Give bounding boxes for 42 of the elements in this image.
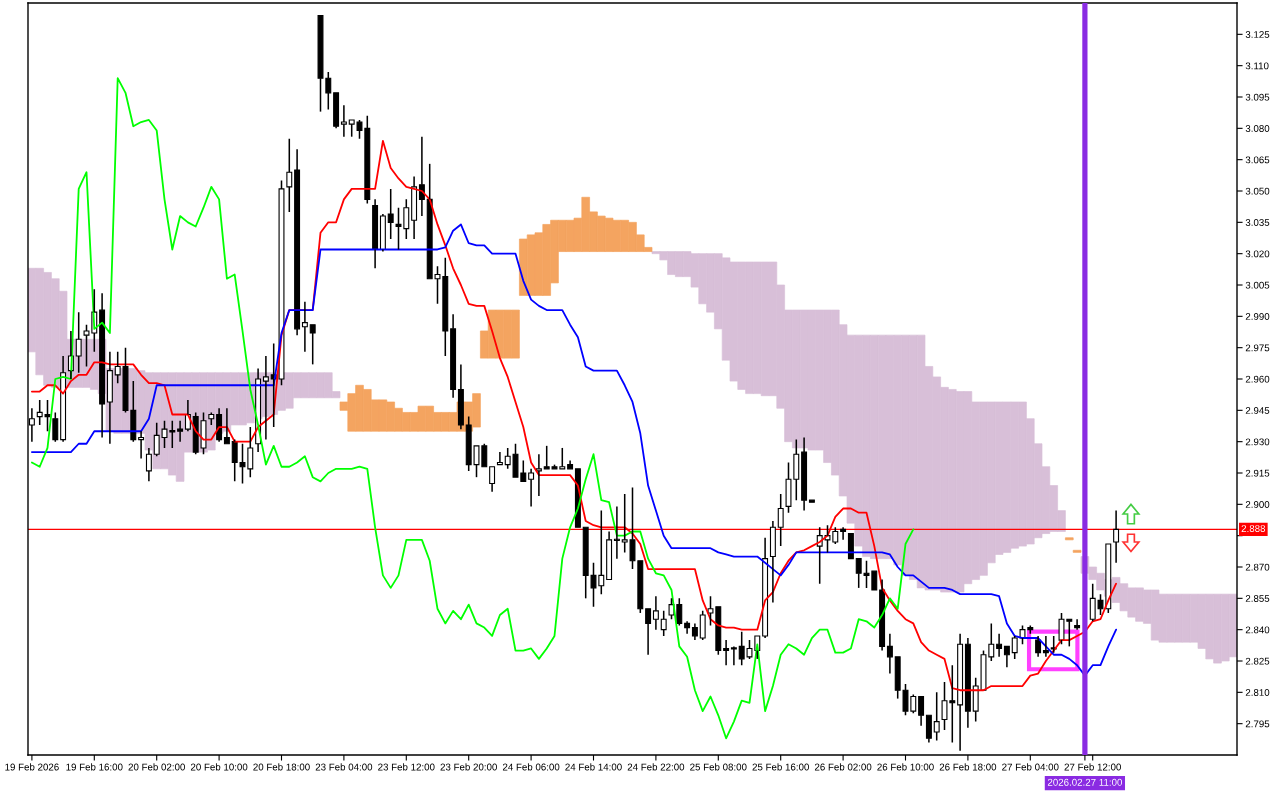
x-tick-label: 27 Feb 12:00 (1064, 763, 1121, 771)
y-tick-label: 3.095 (1245, 93, 1270, 101)
x-tick-label: 26 Feb 18:00 (939, 763, 997, 771)
y-tick-label: 3.005 (1245, 281, 1270, 289)
y-tick-label: 2.900 (1245, 501, 1270, 508)
x-tick-label: 25 Feb 08:00 (690, 763, 747, 771)
x-tick-label: 20 Feb 18:00 (253, 763, 310, 771)
x-tick-label: 26 Feb 02:00 (814, 763, 872, 771)
x-tick-label: 23 Feb 04:00 (315, 763, 373, 771)
y-tick-label: 2.915 (1245, 469, 1270, 477)
y-tick-label: 3.020 (1245, 250, 1270, 258)
x-tick-label: 27 Feb 04:00 (1002, 763, 1059, 771)
y-tick-label: 2.870 (1245, 563, 1270, 571)
x-tick-label: 26 Feb 10:00 (877, 763, 934, 771)
y-tick-label: 2.930 (1245, 438, 1270, 446)
x-tick-label: 2026.02.27 11:00 (1047, 778, 1123, 786)
y-tick-label: 3.050 (1245, 187, 1270, 195)
y-tick-label: 2.840 (1245, 626, 1270, 634)
x-tick-label: 20 Feb 10:00 (190, 763, 248, 771)
y-tick-label: 3.065 (1245, 156, 1270, 164)
x-tick-label: 24 Feb 14:00 (565, 763, 622, 771)
x-tick-label: 24 Feb 06:00 (502, 763, 560, 771)
y-tick-label: 2.795 (1245, 720, 1270, 728)
y-tick-label: 2.825 (1245, 657, 1270, 665)
y-tick-label: 2.990 (1245, 313, 1270, 320)
y-tick-label: 2.960 (1245, 375, 1270, 383)
x-tick-label: 19 Feb 16:00 (66, 763, 123, 771)
x-tick-label: 23 Feb 20:00 (440, 763, 497, 771)
y-tick-label: 2.975 (1245, 344, 1270, 352)
y-tick-label: 2.810 (1245, 689, 1270, 696)
x-tick-label: 19 Feb 2026 (5, 763, 59, 771)
x-tick-label: 24 Feb 22:00 (627, 763, 685, 771)
x-tick-label: 20 Feb 02:00 (128, 763, 185, 771)
y-tick-label: 2.855 (1245, 595, 1270, 602)
x-tick-label: 25 Feb 16:00 (752, 763, 809, 771)
y-tick-label: 3.125 (1245, 31, 1270, 38)
y-tick-label: 3.080 (1245, 125, 1270, 132)
y-tick-label: 3.110 (1245, 62, 1269, 70)
y-tick-label: 3.035 (1245, 219, 1270, 226)
x-tick-label: 23 Feb 12:00 (378, 763, 435, 771)
ref-line-label: 2.888 (1241, 525, 1266, 533)
y-tick-label: 2.945 (1245, 407, 1270, 414)
